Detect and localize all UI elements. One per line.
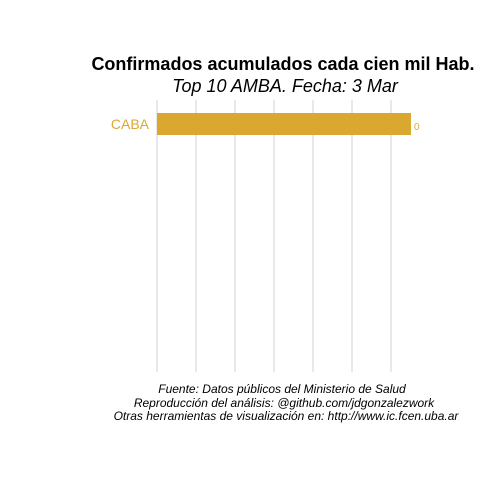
bar-caba bbox=[157, 113, 411, 135]
chart-title: Confirmados acumulados cada cien mil Hab… bbox=[91, 54, 474, 74]
value-label-caba: 0 bbox=[414, 122, 420, 133]
category-label-caba: CABA bbox=[111, 116, 150, 132]
bars bbox=[157, 113, 411, 135]
chart-subtitle: Top 10 AMBA. Fecha: 3 Mar bbox=[172, 76, 399, 96]
caption-reproduction: Reproducción del análisis: @github.com/j… bbox=[134, 396, 435, 410]
grid-lines bbox=[156, 100, 392, 372]
caption-source: Fuente: Datos públicos del Ministerio de… bbox=[158, 382, 406, 396]
category-labels: CABA 0 bbox=[111, 116, 420, 133]
caption-tools: Otras herramientas de visualización en: … bbox=[114, 409, 460, 423]
